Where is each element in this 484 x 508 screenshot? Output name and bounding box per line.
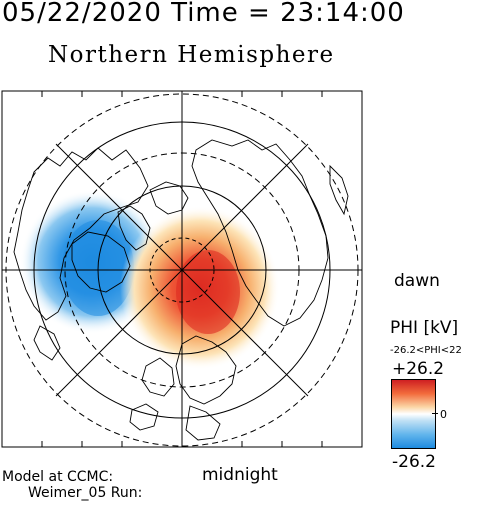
- hemisphere-title: Northern Hemisphere: [48, 42, 335, 68]
- polar-map: [1, 90, 363, 448]
- frame-ticks: [41, 91, 323, 447]
- colorbar-min-label: -26.2: [392, 452, 436, 472]
- coastlines: [13, 139, 349, 441]
- model-label: Model at CCMC:: [2, 469, 114, 485]
- midnight-label: midnight: [202, 465, 278, 485]
- colorbar-zero-label: 0: [440, 408, 447, 421]
- datetime-title: 05/22/2020 Time = 23:14:00: [2, 0, 405, 28]
- colorbar-title: PHI [kV]: [390, 318, 459, 338]
- colorbar-zero-tick: [432, 413, 438, 414]
- run-label: Weimer_05 Run:: [28, 485, 143, 501]
- positive-potential-cell-core: [176, 250, 240, 334]
- colorbar-range: -26.2<PHI<22: [390, 345, 462, 356]
- dawn-label: dawn: [394, 271, 440, 291]
- meridian-lines: [2, 91, 362, 447]
- colorbar: [391, 379, 436, 449]
- colorbar-max-label: +26.2: [392, 359, 445, 379]
